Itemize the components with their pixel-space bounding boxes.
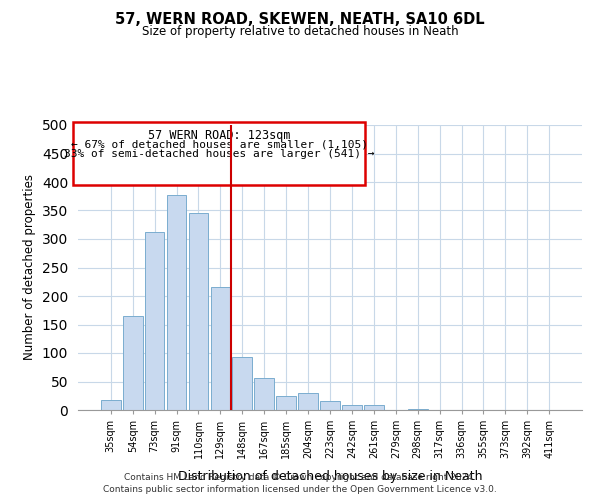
Text: Contains HM Land Registry data © Crown copyright and database right 2024.: Contains HM Land Registry data © Crown c…: [124, 472, 476, 482]
Text: ← 67% of detached houses are smaller (1,105): ← 67% of detached houses are smaller (1,…: [71, 139, 368, 149]
X-axis label: Distribution of detached houses by size in Neath: Distribution of detached houses by size …: [178, 470, 482, 482]
Bar: [167, 194, 187, 410]
Bar: [145, 232, 164, 410]
Bar: [101, 400, 121, 410]
Text: Size of property relative to detached houses in Neath: Size of property relative to detached ho…: [142, 25, 458, 38]
Bar: [364, 405, 384, 410]
Bar: [276, 396, 296, 410]
Text: 57 WERN ROAD: 123sqm: 57 WERN ROAD: 123sqm: [148, 130, 290, 142]
Bar: [123, 316, 143, 410]
Bar: [188, 213, 208, 410]
Bar: [320, 402, 340, 410]
FancyBboxPatch shape: [73, 122, 365, 185]
Bar: [298, 394, 318, 410]
Bar: [211, 288, 230, 410]
Bar: [254, 378, 274, 410]
Y-axis label: Number of detached properties: Number of detached properties: [23, 174, 37, 360]
Bar: [342, 406, 362, 410]
Text: 57, WERN ROAD, SKEWEN, NEATH, SA10 6DL: 57, WERN ROAD, SKEWEN, NEATH, SA10 6DL: [115, 12, 485, 28]
Bar: [232, 357, 252, 410]
Text: 33% of semi-detached houses are larger (541) →: 33% of semi-detached houses are larger (…: [64, 149, 374, 159]
Text: Contains public sector information licensed under the Open Government Licence v3: Contains public sector information licen…: [103, 485, 497, 494]
